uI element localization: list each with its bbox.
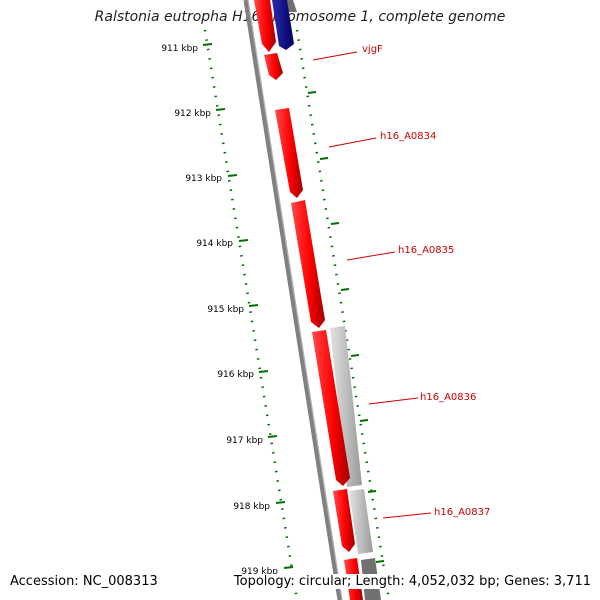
- gene-label-h16-A0836[interactable]: h16_A0836: [420, 392, 476, 403]
- gene-label-h16-A0834[interactable]: h16_A0834: [380, 131, 436, 142]
- outer-ticks: [307, 91, 385, 563]
- tick-913: 913 kbp: [185, 174, 238, 184]
- label-leaders: [312, 51, 432, 519]
- tick-label: 912 kbp: [174, 109, 211, 119]
- gene-label-h16-A0837[interactable]: h16_A0837: [434, 507, 490, 518]
- genome-summary: Topology: circular; Length: 4,052,032 bp…: [229, 574, 591, 589]
- map-title: Ralstonia eutropha H16 chromosome 1, com…: [94, 9, 506, 25]
- gene-label-vjgF[interactable]: vjgF: [362, 44, 383, 55]
- tick-917: 917 kbp: [226, 435, 278, 446]
- gene-h16-A0834-arrow[interactable]: [275, 108, 303, 198]
- scale-dots-right: [295, 29, 391, 600]
- gene-upstream-arrow[interactable]: [254, 0, 276, 52]
- tick-915: 915 kbp: [207, 304, 259, 315]
- tick-label: 915 kbp: [207, 305, 244, 315]
- tick-label: 918 kbp: [233, 502, 270, 512]
- tick-label: 914 kbp: [196, 239, 233, 249]
- gene-vjgF-arrow[interactable]: [264, 53, 283, 80]
- tick-label: 917 kbp: [226, 436, 263, 446]
- gene-h16-A0835-arrow[interactable]: [291, 200, 325, 328]
- gene-h16-A0837-arrow[interactable]: [333, 489, 355, 552]
- tick-914: 914 kbp: [196, 239, 249, 249]
- gene-h16-A0836-arrow[interactable]: [312, 330, 350, 486]
- tick-label: 919 kbp: [241, 567, 278, 577]
- tick-label: 911 kbp: [161, 44, 198, 54]
- gene-label-h16-A0835[interactable]: h16_A0835: [398, 245, 454, 256]
- backbone: [243, 0, 343, 600]
- tick-918: 918 kbp: [233, 501, 286, 512]
- tick-911: 911 kbp: [161, 43, 213, 54]
- tick-916: 916 kbp: [217, 370, 269, 380]
- tick-919: 919 kbp: [241, 566, 294, 577]
- tick-label: 913 kbp: [185, 174, 222, 184]
- accession-text: Accession: NC_008313: [10, 574, 158, 589]
- blue-feature[interactable]: [272, 0, 294, 50]
- tick-label: 916 kbp: [217, 370, 254, 380]
- grey-feature-track: [283, 0, 381, 600]
- tick-912: 912 kbp: [174, 108, 226, 119]
- scale-dots-left: [203, 29, 299, 600]
